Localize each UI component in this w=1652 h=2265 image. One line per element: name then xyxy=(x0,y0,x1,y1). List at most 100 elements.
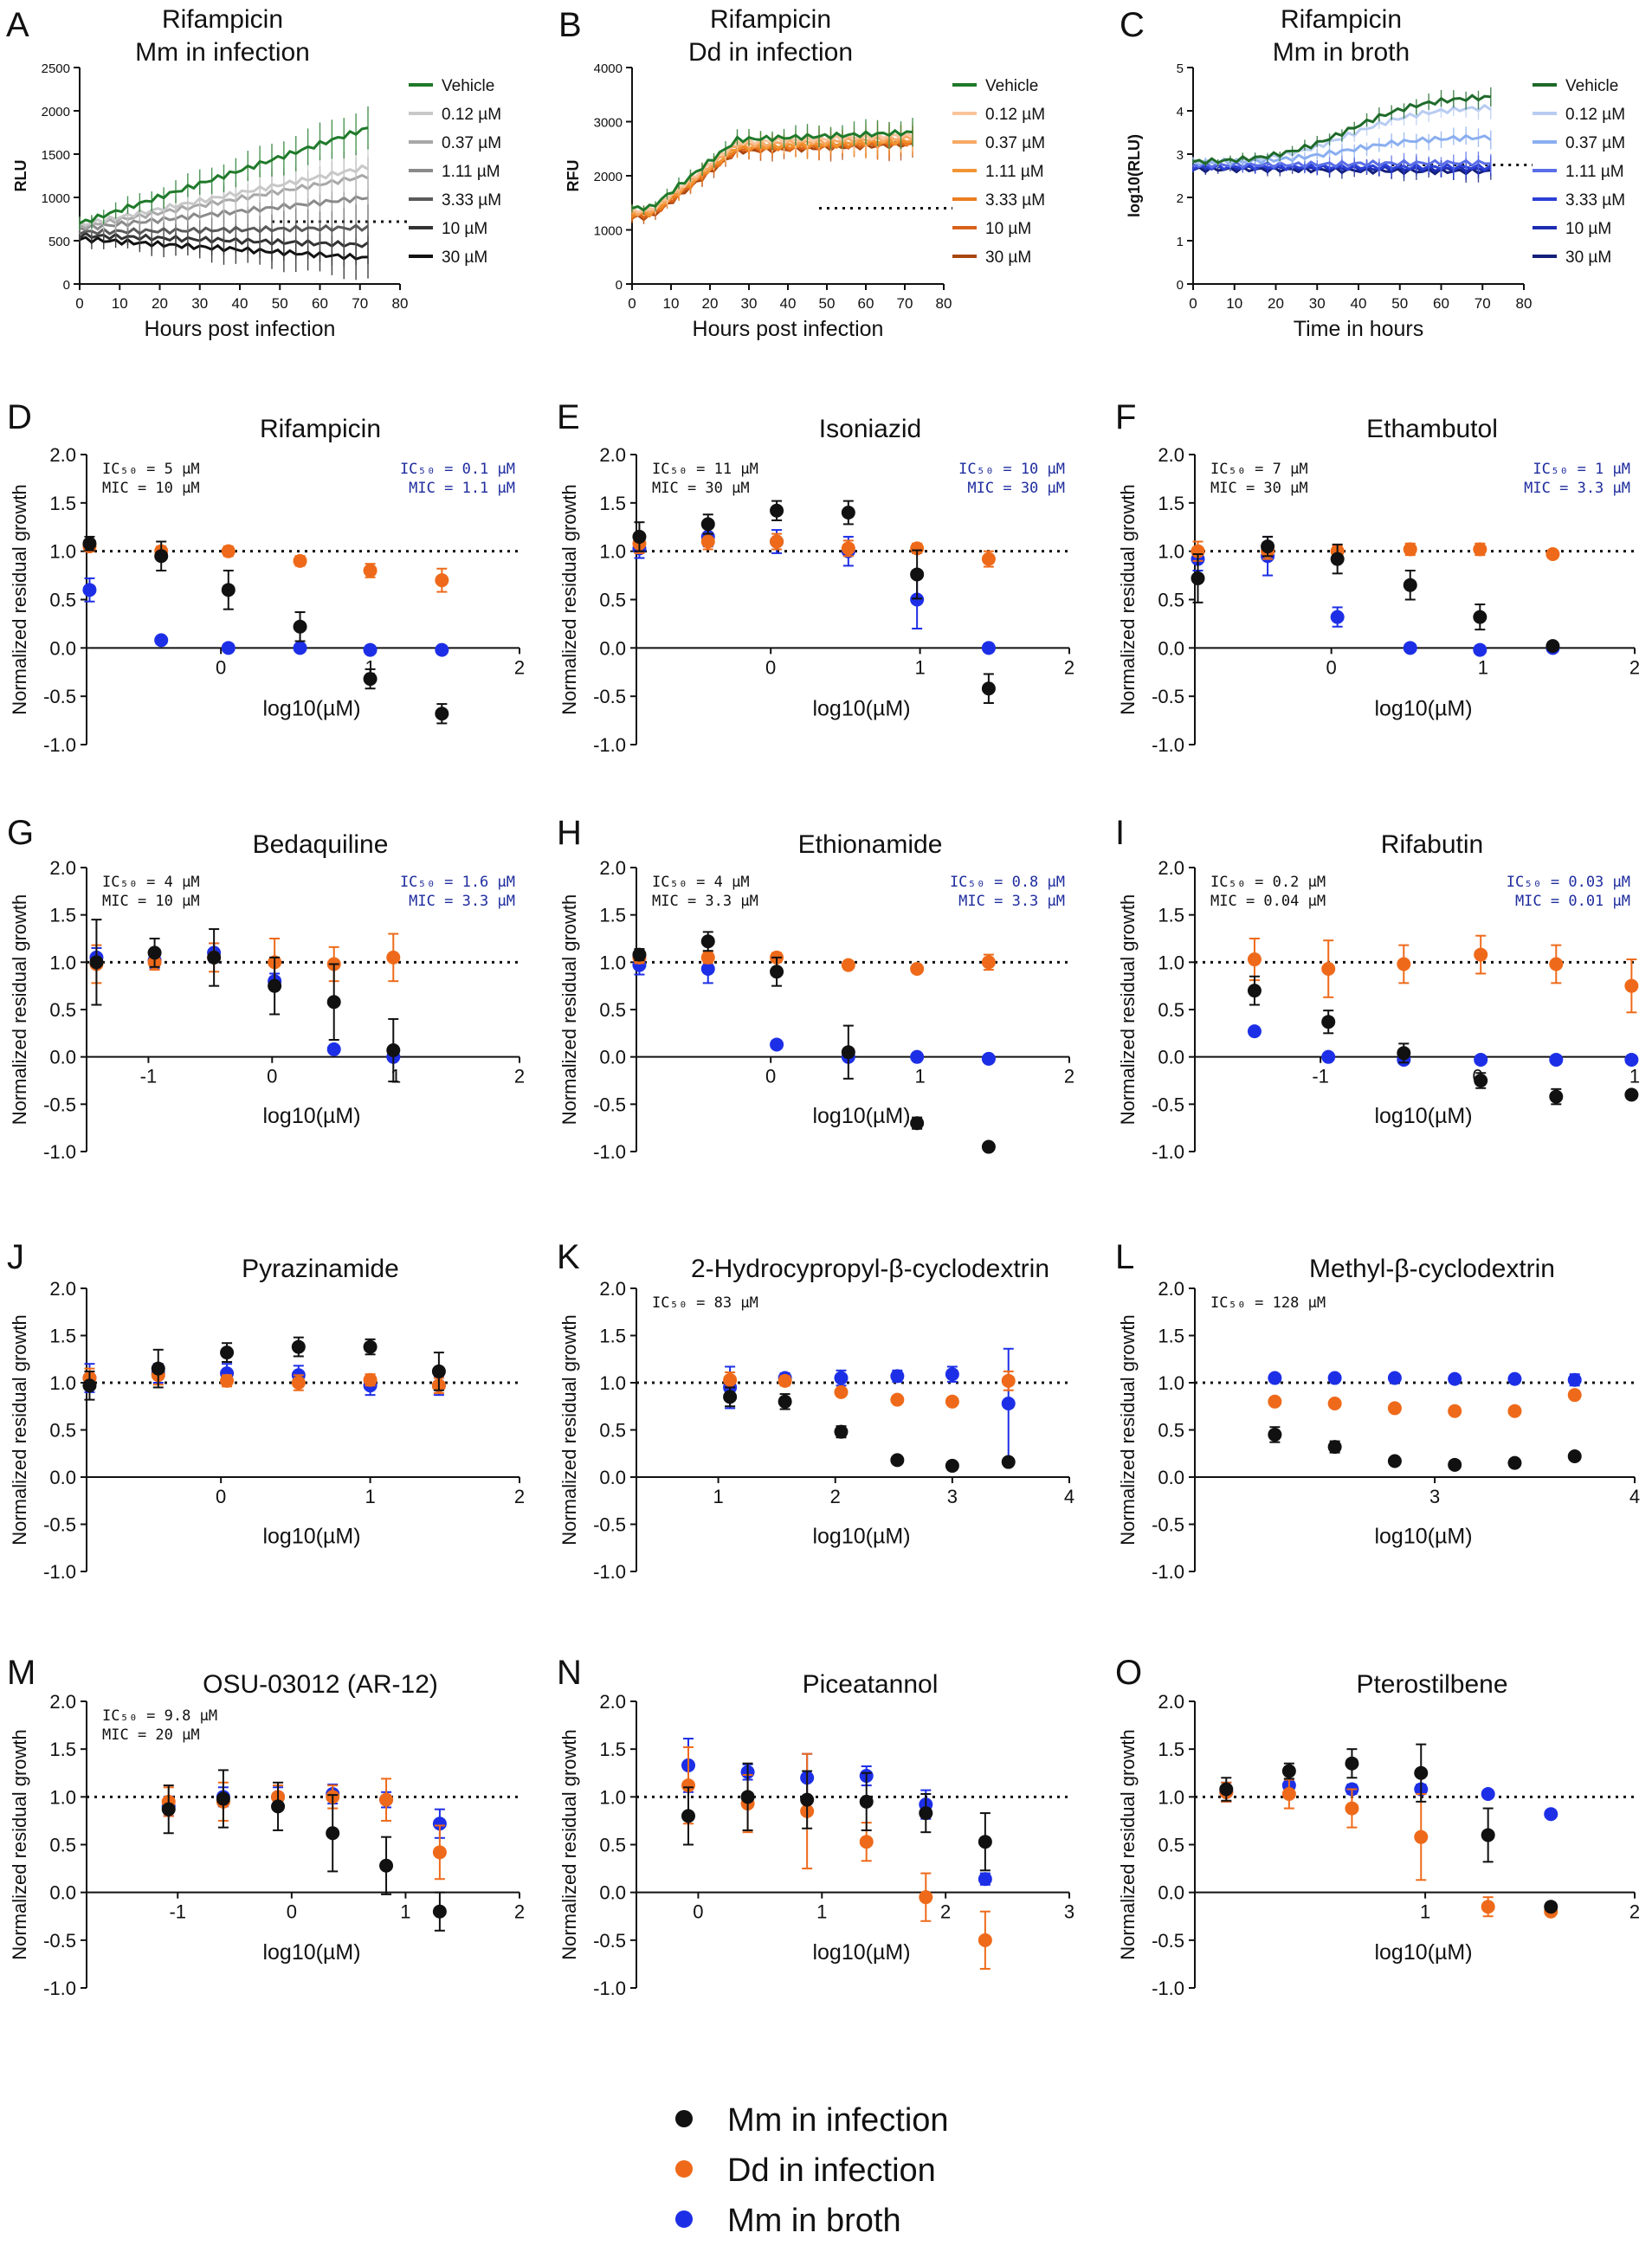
x-tick-label: 1 xyxy=(1478,656,1488,678)
data-point xyxy=(363,1372,378,1387)
legend-label: Vehicle xyxy=(985,77,1038,95)
x-tick-label: 0 xyxy=(287,1901,297,1923)
x-tick-label: 70 xyxy=(352,295,368,312)
data-point xyxy=(271,1799,286,1814)
data-point xyxy=(1507,1371,1522,1386)
y-tick-label: 1.5 xyxy=(599,1739,626,1760)
annotation-left: MIC = 10 µM xyxy=(102,893,200,910)
data-point xyxy=(834,1384,849,1399)
data-point xyxy=(1403,542,1417,557)
data-point xyxy=(945,1458,959,1473)
y-tick-label: -0.5 xyxy=(1152,686,1184,707)
data-point xyxy=(981,641,996,655)
legend-label: 3.33 µM xyxy=(985,191,1045,210)
panel-letter: J xyxy=(7,1238,24,1276)
y-axis-label: Normalized residual growth xyxy=(1117,1729,1139,1960)
y-axis-label: log10(RLU) xyxy=(1126,134,1143,217)
data-point xyxy=(154,549,169,564)
chart-title: Ethambutol xyxy=(1366,415,1498,443)
data-point xyxy=(1448,1457,1462,1472)
data-point xyxy=(291,1376,306,1390)
y-tick-label: -1.0 xyxy=(593,1561,626,1583)
panel-letter: A xyxy=(6,6,29,44)
x-axis-label: Hours post infection xyxy=(693,317,884,341)
x-tick-label: 0 xyxy=(765,656,776,678)
data-point xyxy=(1624,1052,1639,1067)
data-point xyxy=(1397,957,1411,971)
y-tick-label: 2.0 xyxy=(1158,1691,1184,1713)
data-point xyxy=(632,529,647,544)
panel-letter: H xyxy=(557,814,582,852)
data-point xyxy=(216,1791,230,1806)
data-point xyxy=(841,958,855,972)
data-point xyxy=(1397,1046,1411,1061)
legend-label: 10 µM xyxy=(442,220,487,238)
data-point xyxy=(220,1345,235,1360)
panel-O: O Pterostilbene -1.0 -0.5 0.0 0.5 1.0 1.5 2.0 1 2 l… xyxy=(1115,1654,1640,1999)
annotation-left: IC₅₀ = 128 µM xyxy=(1210,1294,1326,1312)
legend-label: 0.37 µM xyxy=(1565,134,1625,152)
data-point xyxy=(435,642,449,657)
annotation-left: MIC = 30 µM xyxy=(1210,480,1308,497)
y-tick-label: 2.0 xyxy=(49,1278,76,1300)
x-axis-label: log10(µM) xyxy=(812,1104,910,1128)
y-tick-label: 0.5 xyxy=(49,590,76,611)
x-axis-label: log10(µM) xyxy=(1374,697,1472,721)
y-tick-label: 0.0 xyxy=(1158,1882,1184,1904)
y-axis-label: Normalized residual growth xyxy=(558,894,580,1126)
panel-letter: C xyxy=(1120,6,1145,44)
data-point xyxy=(1330,610,1345,624)
x-tick-label: 1 xyxy=(1420,1901,1430,1923)
legend-label: Vehicle xyxy=(442,77,494,95)
chart-title: Rifampicin xyxy=(1281,5,1402,34)
x-tick-label: -1 xyxy=(1312,1066,1329,1087)
x-axis-label: log10(µM) xyxy=(262,1940,360,1965)
data-point xyxy=(1474,1074,1488,1087)
x-tick-label: 80 xyxy=(1516,295,1533,312)
annotation-right: MIC = 3.3 µM xyxy=(1524,480,1630,497)
data-point xyxy=(1345,1756,1359,1771)
x-axis-label: log10(µM) xyxy=(1374,1524,1472,1548)
data-point xyxy=(1387,1371,1402,1385)
annotation-right: MIC = 1.1 µM xyxy=(409,480,515,497)
data-point xyxy=(1546,547,1560,562)
panel-letter: L xyxy=(1115,1238,1134,1276)
annotation-right: MIC = 30 µM xyxy=(967,480,1065,497)
data-point xyxy=(379,1792,394,1807)
data-point xyxy=(910,567,925,582)
panel-L: L Methyl-β-cyclodextrin -1.0 -0.5 0.0 0.5 1.0 1… xyxy=(1115,1238,1640,1583)
data-point xyxy=(326,1042,341,1056)
y-tick-label: 0.0 xyxy=(599,637,626,659)
data-point xyxy=(1507,1404,1522,1418)
x-tick-label: 0 xyxy=(75,295,83,312)
data-point xyxy=(221,583,236,597)
data-point xyxy=(1001,1373,1016,1388)
data-point xyxy=(770,965,784,979)
y-tick-label: 1.0 xyxy=(1158,952,1184,973)
annotation-right: IC₅₀ = 1 µM xyxy=(1533,461,1630,478)
data-point xyxy=(1327,1371,1342,1385)
data-point xyxy=(1001,1455,1016,1469)
data-point xyxy=(945,1394,959,1409)
data-point xyxy=(919,1806,933,1821)
x-tick-label: 1 xyxy=(365,1486,375,1507)
panel-letter: F xyxy=(1115,398,1136,436)
y-tick-label: 2.0 xyxy=(599,1691,626,1713)
y-tick-label: 0 xyxy=(1177,278,1184,293)
data-point xyxy=(910,961,925,976)
y-tick-label: 1.5 xyxy=(49,493,76,514)
data-point xyxy=(859,1794,874,1809)
y-tick-label: 0.5 xyxy=(599,590,626,611)
legend-marker xyxy=(675,2160,693,2178)
data-point xyxy=(910,541,925,556)
y-tick-label: 1.5 xyxy=(1158,1739,1184,1760)
y-tick-label: -1.0 xyxy=(1152,1561,1184,1583)
y-tick-label: 1.0 xyxy=(599,541,626,563)
data-point xyxy=(910,592,925,607)
chart-title: Pyrazinamide xyxy=(242,1255,399,1283)
x-axis-label: log10(µM) xyxy=(262,697,360,721)
x-tick-label: 2 xyxy=(1629,1901,1640,1923)
x-tick-label: 50 xyxy=(819,295,836,312)
x-tick-label: 70 xyxy=(897,295,913,312)
data-point xyxy=(1321,1049,1336,1064)
